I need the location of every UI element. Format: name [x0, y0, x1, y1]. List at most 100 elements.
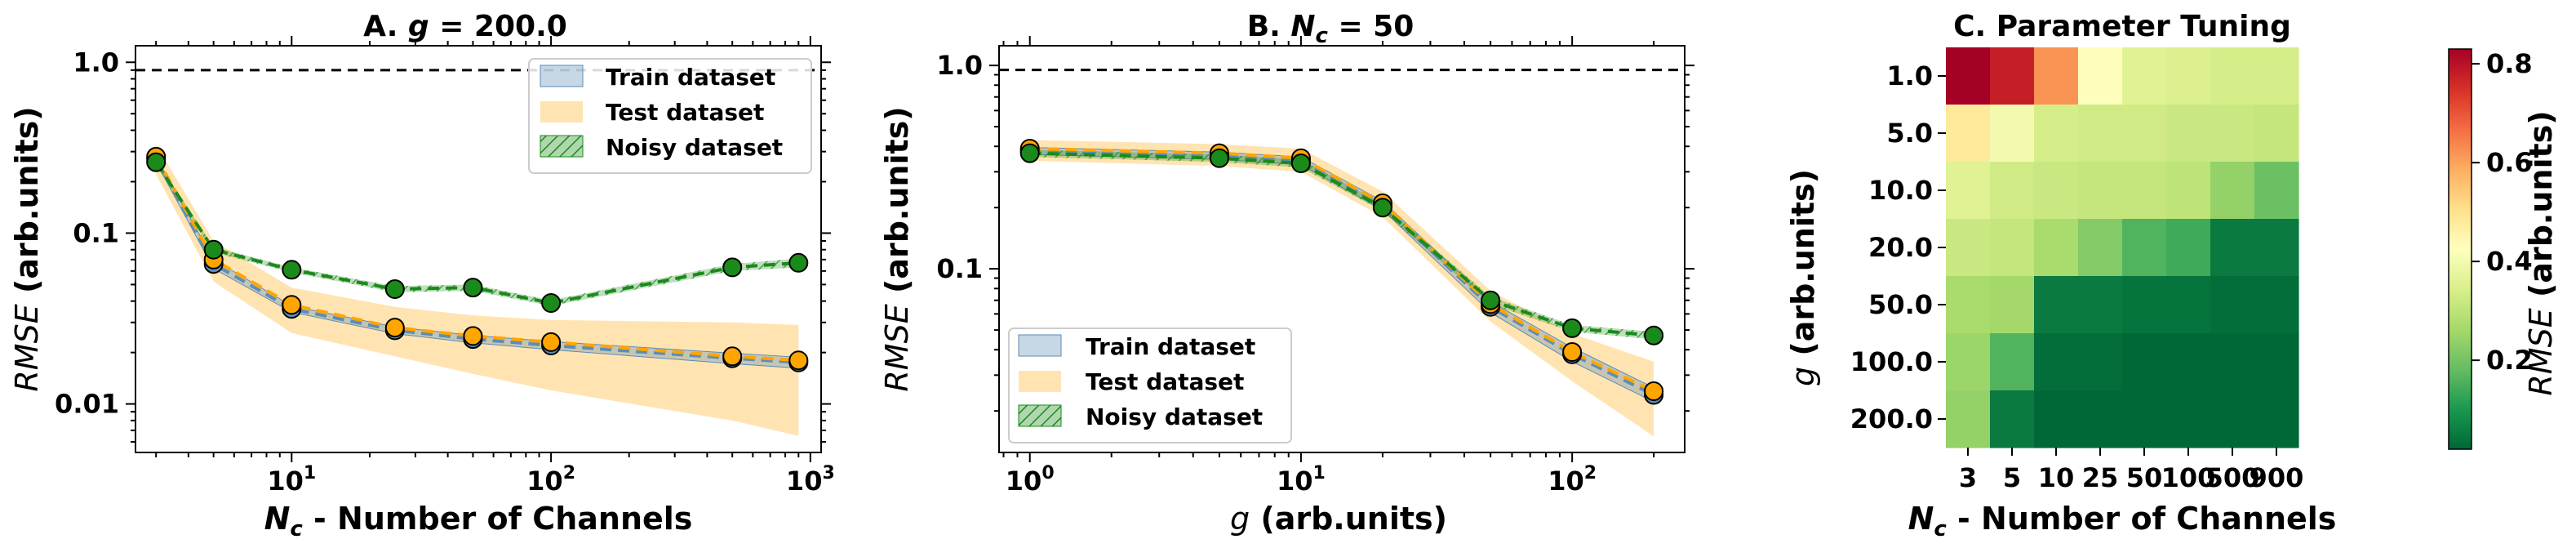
b-point-noisy — [1372, 198, 1392, 218]
c-x-tick-label: 900 — [2250, 462, 2304, 493]
heatmap-cell — [2078, 219, 2123, 277]
heatmap-cell — [2078, 276, 2123, 334]
heatmap-cell — [2166, 276, 2211, 334]
b-point-noisy — [1481, 290, 1501, 310]
b-point-noisy — [1209, 148, 1229, 168]
a-x-tick-label: 101 — [267, 463, 316, 497]
c-y-tick-label: 5.0 — [1886, 118, 1933, 149]
panel-b-tick-labels: 100 101 102 0.1 1.0 — [936, 50, 1597, 497]
a-point-noisy — [541, 293, 562, 313]
heatmap-cell — [2210, 390, 2255, 448]
heatmap-cell — [2034, 47, 2079, 105]
panel-a-title: A. g = 200.0 — [363, 10, 567, 43]
heatmap-cell — [2122, 276, 2167, 334]
b-point-test — [1644, 381, 1664, 401]
heatmap-cell — [1990, 219, 2035, 277]
heatmap-cell — [2210, 219, 2255, 277]
heatmap-cell — [2210, 105, 2255, 163]
b-point-noisy — [1290, 154, 1311, 173]
a-point-test — [722, 346, 743, 367]
colorbar-tick-label: 0.6 — [2486, 147, 2533, 178]
panel-b-legend: Train dataset Test dataset Noisy dataset — [1008, 328, 1292, 443]
heatmap-cell — [2078, 47, 2123, 105]
panel-a-legend: Train dataset Test dataset Noisy dataset — [528, 58, 812, 174]
c-x-tick-label: 5 — [2003, 462, 2021, 493]
a-point-test — [788, 350, 809, 371]
a-point-noisy — [203, 239, 224, 260]
a-y-tick-label: 1.0 — [73, 47, 119, 78]
heatmap-cell — [2122, 333, 2167, 391]
panel-a-legend-box — [528, 58, 812, 174]
a-line-test — [154, 155, 799, 363]
c-x-tick-label: 100 — [2161, 462, 2216, 493]
panel-a-x-label: Nc - Number of Channels — [264, 501, 693, 541]
heatmap-cell — [2254, 276, 2299, 334]
panel-b: B. Nc = 50 100 101 102 0.1 1.0 g (arb.units)… — [879, 10, 1694, 537]
heatmap-cell — [2122, 105, 2167, 163]
colorbar-tick-label: 0.4 — [2486, 246, 2533, 277]
b-y-tick-label: 0.1 — [936, 253, 983, 284]
heatmap-cell — [2254, 390, 2299, 448]
colorbar-gradient — [2448, 48, 2472, 450]
heatmap-cell — [1990, 390, 2035, 448]
a-point-test — [384, 318, 405, 338]
a-point-noisy — [788, 252, 809, 273]
heatmap-cell — [1946, 276, 1991, 334]
heatmap-cell — [2210, 47, 2255, 105]
a-line-noisy — [154, 161, 799, 305]
c-y-tick-label: 20.0 — [1868, 232, 1933, 263]
panel-b-legend-noisy: Noisy dataset — [1086, 403, 1263, 430]
heatmap-cell — [2166, 162, 2211, 220]
panel-b-x-label: g (arb.units) — [1230, 501, 1447, 537]
panel-a-series-lines — [154, 155, 799, 364]
heatmap-cell — [1946, 219, 1991, 277]
heatmap-cell — [2210, 333, 2255, 391]
b-x-tick-label: 102 — [1548, 463, 1597, 497]
panel-c-x-label: Nc - Number of Channels — [1908, 501, 2337, 541]
panel-b-legend-swatch-test — [1019, 371, 1061, 392]
a-point-noisy — [463, 278, 483, 298]
b-y-tick-label: 1.0 — [936, 50, 983, 81]
panel-b-axis-ticks — [989, 36, 1694, 462]
c-y-tick-label: 10.0 — [1868, 175, 1933, 206]
heatmap-cell — [1990, 105, 2035, 163]
panel-b-legend-swatch-noisy — [1018, 404, 1062, 427]
panel-c-colorbar-label: RMSE (arb.units) — [2523, 110, 2559, 395]
heatmap-cell — [1946, 333, 1991, 391]
heatmap-cell — [1990, 162, 2035, 220]
heatmap-cell — [1946, 390, 1991, 448]
heatmap-cell — [1946, 47, 1991, 105]
a-point-test — [541, 332, 562, 352]
heatmap-cell — [2034, 333, 2079, 391]
heatmap-cell — [1946, 162, 1991, 220]
panel-a-axis-ticks — [126, 36, 831, 462]
a-band-test — [156, 145, 799, 436]
panel-a-legend-train: Train dataset — [606, 64, 775, 91]
panel-c-y-label: g (arb.units) — [1785, 169, 1821, 386]
a-point-noisy — [722, 257, 743, 278]
b-band-noisy — [1029, 149, 1654, 340]
c-x-tick-label: 3 — [1959, 462, 1977, 493]
panel-a-legend-swatch-noisy — [540, 135, 584, 158]
panel-c-title: C. Parameter Tuning — [1953, 10, 2291, 43]
b-point-test — [1562, 342, 1583, 362]
heatmap-cell — [2210, 276, 2255, 334]
heatmap-cell — [2034, 162, 2079, 220]
a-point-test — [282, 295, 302, 315]
panel-c-axis-ticks — [1938, 75, 2277, 456]
a-x-tick-label: 103 — [786, 463, 835, 497]
heatmap-cell — [2034, 219, 2079, 277]
heatmap-cell — [2210, 162, 2255, 220]
heatmap-cell — [2078, 390, 2123, 448]
a-line-train — [154, 158, 799, 364]
heatmap-cell — [2122, 47, 2167, 105]
heatmap-cell — [2122, 390, 2167, 448]
panel-a: A. g = 200.0 101 102 103 0.01 0.1 1.0 Nc - Nu… — [9, 10, 835, 541]
a-x-tick-label: 102 — [526, 463, 575, 497]
b-point-noisy — [1562, 318, 1583, 338]
panel-b-plot-frame — [998, 45, 1686, 453]
heatmap-cell — [2122, 162, 2167, 220]
b-x-tick-label: 100 — [1006, 463, 1055, 497]
panel-b-legend-swatch-train — [1018, 334, 1062, 357]
a-point-noisy — [146, 152, 167, 172]
